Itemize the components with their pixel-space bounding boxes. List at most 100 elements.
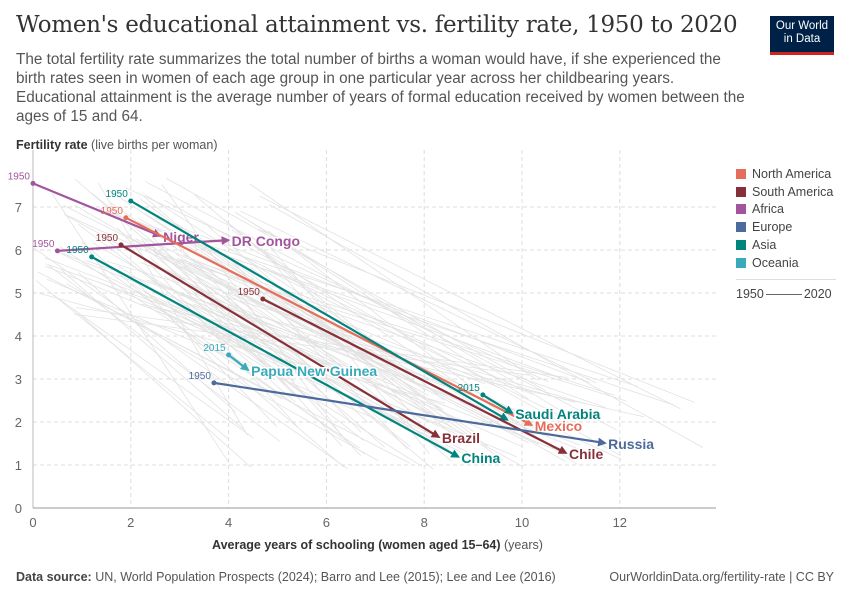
- series-mexico[interactable]: 1950 Mexico: [101, 206, 584, 436]
- series-asia[interactable]: 1950: [106, 189, 509, 421]
- background-country-line: [100, 265, 366, 455]
- series-start-point: [211, 380, 217, 386]
- legend-label: Oceania: [752, 255, 799, 270]
- legend-item[interactable]: Oceania: [736, 254, 833, 272]
- series-arrow: [262, 298, 568, 454]
- series-start-point: [54, 248, 60, 254]
- series-start-point: [480, 392, 486, 398]
- background-country-line: [109, 201, 426, 421]
- background-country-line: [125, 187, 549, 383]
- background-country-line: [176, 257, 429, 396]
- legend-label: Asia: [752, 238, 777, 253]
- x-axis-label: Average years of schooling (women aged 1…: [212, 538, 543, 552]
- y-tick-label: 5: [15, 286, 22, 301]
- series-papua-new-guinea[interactable]: 2015 Papua New Guinea: [203, 343, 379, 381]
- series-start-point: [128, 198, 134, 204]
- arrow-icon: [765, 293, 802, 295]
- series-start-point: [118, 242, 124, 248]
- start-year-label: 1950: [101, 206, 124, 217]
- background-country-line: [186, 263, 444, 380]
- series-arrow: [130, 200, 509, 421]
- background-country-line: [268, 204, 704, 449]
- series-start-point: [89, 254, 95, 260]
- background-country-line: [223, 218, 445, 401]
- legend-swatch: [736, 204, 746, 215]
- background-country-line: [97, 281, 517, 458]
- legend-label: Europe: [752, 220, 793, 235]
- background-country-line: [73, 313, 530, 376]
- owid-logo[interactable]: Our World in Data: [770, 16, 834, 55]
- legend-item[interactable]: Africa: [736, 201, 833, 219]
- series-china[interactable]: 1950 China: [66, 245, 502, 467]
- legend-label: South America: [752, 184, 834, 199]
- series-name-label: Saudi Arabia: [515, 406, 600, 422]
- background-country-line: [244, 257, 533, 395]
- series-start-point: [123, 215, 129, 221]
- x-tick-label: 2: [127, 515, 134, 530]
- background-country-line: [98, 208, 561, 379]
- background-country-line: [250, 221, 529, 400]
- background-country-line: [164, 275, 438, 448]
- legend-item[interactable]: North America: [736, 165, 833, 183]
- background-country-line: [92, 242, 449, 450]
- series-arrow: [125, 216, 534, 426]
- background-country-line: [58, 245, 360, 449]
- background-country-line: [145, 292, 471, 441]
- background-country-line: [183, 254, 500, 388]
- start-year-label: 2015: [203, 343, 226, 354]
- background-country-line: [81, 241, 345, 468]
- legend-item[interactable]: South America: [736, 183, 833, 201]
- chart-subtitle: The total fertility rate summarizes the …: [16, 51, 745, 125]
- legend-divider: [736, 279, 836, 280]
- x-tick-label: 8: [421, 515, 428, 530]
- series-chile[interactable]: 1950 Chile: [238, 287, 605, 463]
- legend-swatch: [736, 168, 746, 179]
- series-brazil[interactable]: 1950 Brazil: [96, 233, 482, 448]
- series-name-label: Chile: [569, 446, 603, 462]
- background-country-line: [118, 265, 296, 383]
- background-country-line: [249, 183, 537, 381]
- background-country-line: [100, 233, 296, 403]
- legend-item[interactable]: Asia: [736, 236, 833, 254]
- background-country-line: [267, 243, 428, 433]
- background-country-line: [135, 238, 529, 444]
- background-country-line: [52, 294, 254, 439]
- series-name-label: Papua New Guinea: [251, 363, 377, 379]
- background-country-line: [176, 223, 504, 461]
- series-arrow: [32, 182, 162, 238]
- start-year-label: 1950: [238, 287, 261, 298]
- background-country-line: [166, 177, 547, 392]
- start-year-label: 1950: [32, 239, 55, 250]
- series-saudi-arabia[interactable]: 2015 Saudi Arabia: [458, 383, 602, 424]
- background-country-line: [58, 251, 483, 464]
- start-year-label: 1950: [8, 171, 31, 182]
- legend-swatch: [736, 240, 746, 251]
- connector-legend: 1950 2020: [736, 287, 832, 301]
- background-country-line: [257, 228, 695, 403]
- source-link[interactable]: OurWorldinData.org/fertility-rate | CC B…: [609, 570, 834, 584]
- background-country-line: [231, 229, 578, 465]
- legend-item[interactable]: Europe: [736, 218, 833, 236]
- series-start-point: [226, 352, 232, 358]
- series-name-label: China: [461, 450, 500, 466]
- x-tick-label: 10: [515, 515, 529, 530]
- series-start-point: [260, 296, 266, 302]
- start-year-label: 2015: [458, 383, 481, 394]
- legend-swatch: [736, 222, 746, 233]
- background-country-line: [131, 283, 422, 467]
- x-tick-label: 12: [613, 515, 627, 530]
- start-year-label: 1950: [66, 245, 89, 256]
- background-country-line: [46, 278, 376, 420]
- x-tick-label: 0: [29, 515, 36, 530]
- data-source: Data source: UN, World Population Prospe…: [16, 570, 556, 584]
- background-country-line: [249, 266, 489, 447]
- series-arrow: [120, 243, 441, 438]
- series-russia[interactable]: 1950 Russia: [189, 371, 656, 454]
- chart-title: Women's educational attainment vs. ferti…: [16, 12, 738, 38]
- background-country-line: [149, 257, 300, 399]
- series-name-label: DR Congo: [232, 233, 300, 249]
- background-country-line: [140, 303, 645, 418]
- series-arrow: [227, 354, 250, 372]
- x-tick-label: 6: [323, 515, 330, 530]
